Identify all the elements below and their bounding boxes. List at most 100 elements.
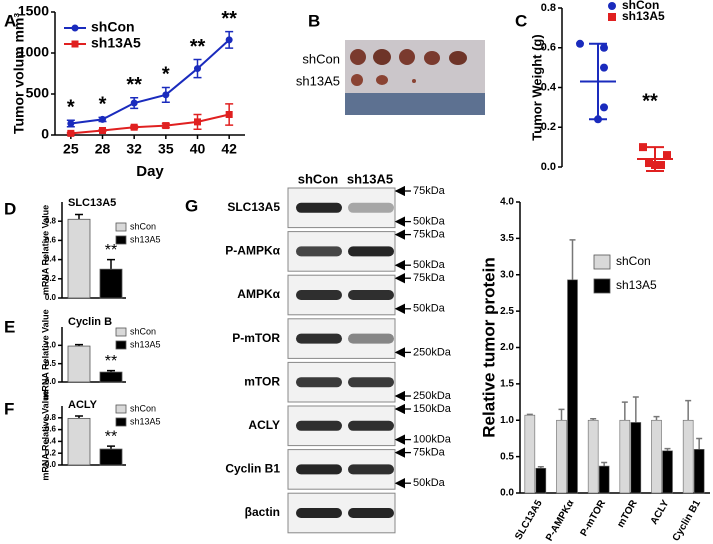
x-tick-label: Cyclin B1: [671, 498, 704, 543]
error-bar: [601, 461, 608, 467]
bar: [67, 345, 91, 383]
series-line: [70, 113, 230, 135]
y-tick-label: 4.0: [500, 197, 514, 208]
blot-band: [348, 333, 394, 344]
marker: [576, 39, 584, 48]
marker-label: 100kDa: [413, 434, 452, 446]
error-bar: [632, 396, 639, 423]
significance: *: [162, 64, 170, 86]
bar: [567, 279, 578, 494]
significance: **: [105, 353, 117, 370]
y-tick-label: 3.5: [500, 233, 514, 244]
legend-label: sh13A5: [616, 278, 657, 292]
y-axis-label: Tumor volum mm³: [11, 13, 27, 134]
legend-label: shCon: [130, 403, 156, 413]
y-tick-label: 2.0: [500, 342, 514, 353]
y-tick-label: 2.5: [500, 306, 514, 317]
y-axis-label: Tumor Weight (g): [529, 34, 544, 140]
legend-swatch: [115, 222, 127, 232]
marker: [600, 43, 608, 52]
significance: *: [99, 94, 107, 116]
ruler: [345, 93, 485, 115]
y-tick-label: 0: [41, 126, 49, 142]
blot-row-label: βactin: [245, 505, 280, 519]
legend-label: sh13A5: [130, 234, 161, 244]
blot-column-label: shCon: [298, 171, 339, 186]
y-tick-label: 0.0: [500, 488, 514, 499]
blot-band: [296, 377, 342, 388]
error-bar: [653, 415, 660, 421]
blot-row-label: ACLY: [248, 418, 280, 432]
marker: [99, 115, 106, 123]
legend-label: sh13A5: [91, 35, 141, 51]
y-tick-label: 0.2: [45, 274, 57, 283]
tumor: [373, 49, 391, 65]
blot-column-label: sh13A5: [347, 171, 393, 186]
marker: [162, 91, 170, 99]
blot-band: [348, 377, 394, 388]
marker: [600, 63, 608, 72]
bar: [598, 465, 610, 494]
bar: [524, 414, 536, 494]
photo-row-label: shCon: [302, 51, 340, 66]
significance: **: [126, 74, 142, 96]
y-tick-label: 1500: [18, 3, 49, 19]
legend-swatch: [115, 235, 127, 245]
y-axis-label: mRNA Relative Value: [40, 309, 50, 399]
marker-label: 75kDa: [413, 447, 446, 459]
error-bar: [107, 445, 115, 450]
bar: [587, 419, 599, 494]
legend-swatch: [115, 327, 127, 337]
marker: [608, 13, 616, 21]
legend-label: shCon: [130, 221, 156, 231]
marker: [71, 24, 79, 32]
blot-band: [296, 290, 342, 300]
tumor: [424, 51, 440, 65]
marker: [130, 123, 138, 131]
legend-swatch: [115, 417, 127, 427]
legend-swatch: [115, 404, 127, 414]
blot-band: [296, 246, 342, 257]
marker-label: 50kDa: [413, 216, 446, 228]
tumor: [449, 51, 467, 65]
y-axis-label: mRNA Relative Value: [40, 390, 50, 480]
blot-row-label: P-AMPKα: [225, 244, 280, 258]
marker: [194, 65, 201, 73]
legend-swatch: [115, 340, 127, 350]
blot-band: [296, 508, 342, 518]
marker-label: 50kDa: [413, 259, 446, 271]
y-tick-label: 1.5: [500, 379, 514, 390]
blot-band: [348, 420, 394, 431]
blot-band: [296, 333, 342, 344]
marker: [600, 103, 608, 112]
panel-label: G: [185, 196, 198, 215]
marker-label: 50kDa: [413, 303, 446, 315]
error-bar: [696, 437, 703, 450]
legend-label: shCon: [622, 0, 659, 12]
significance: **: [105, 242, 117, 259]
marker-label: 250kDa: [413, 346, 452, 358]
panel-label: D: [4, 199, 16, 218]
blot-band: [348, 246, 394, 257]
panel-label: C: [515, 11, 527, 30]
marker: [225, 111, 233, 118]
bar: [67, 218, 91, 299]
marker: [608, 2, 616, 10]
y-axis-label: Relative tumor protein: [479, 257, 498, 437]
photo-row-label: sh13A5: [296, 73, 340, 88]
tumor: [412, 79, 416, 83]
y-tick-label: 0.6: [541, 42, 556, 54]
y-tick-label: 0.8: [45, 413, 57, 422]
bar: [67, 417, 91, 466]
sd-bar: [589, 42, 607, 121]
legend-swatch: [593, 254, 611, 270]
legend-label: sh13A5: [622, 9, 665, 23]
error-bar: [664, 447, 671, 451]
y-tick-label: 0.6: [45, 236, 57, 245]
panel-label: F: [4, 399, 14, 418]
marker-label: 250kDa: [413, 390, 452, 402]
x-tick-label: mTOR: [615, 498, 640, 530]
bar: [630, 422, 642, 494]
marker: [639, 143, 647, 152]
